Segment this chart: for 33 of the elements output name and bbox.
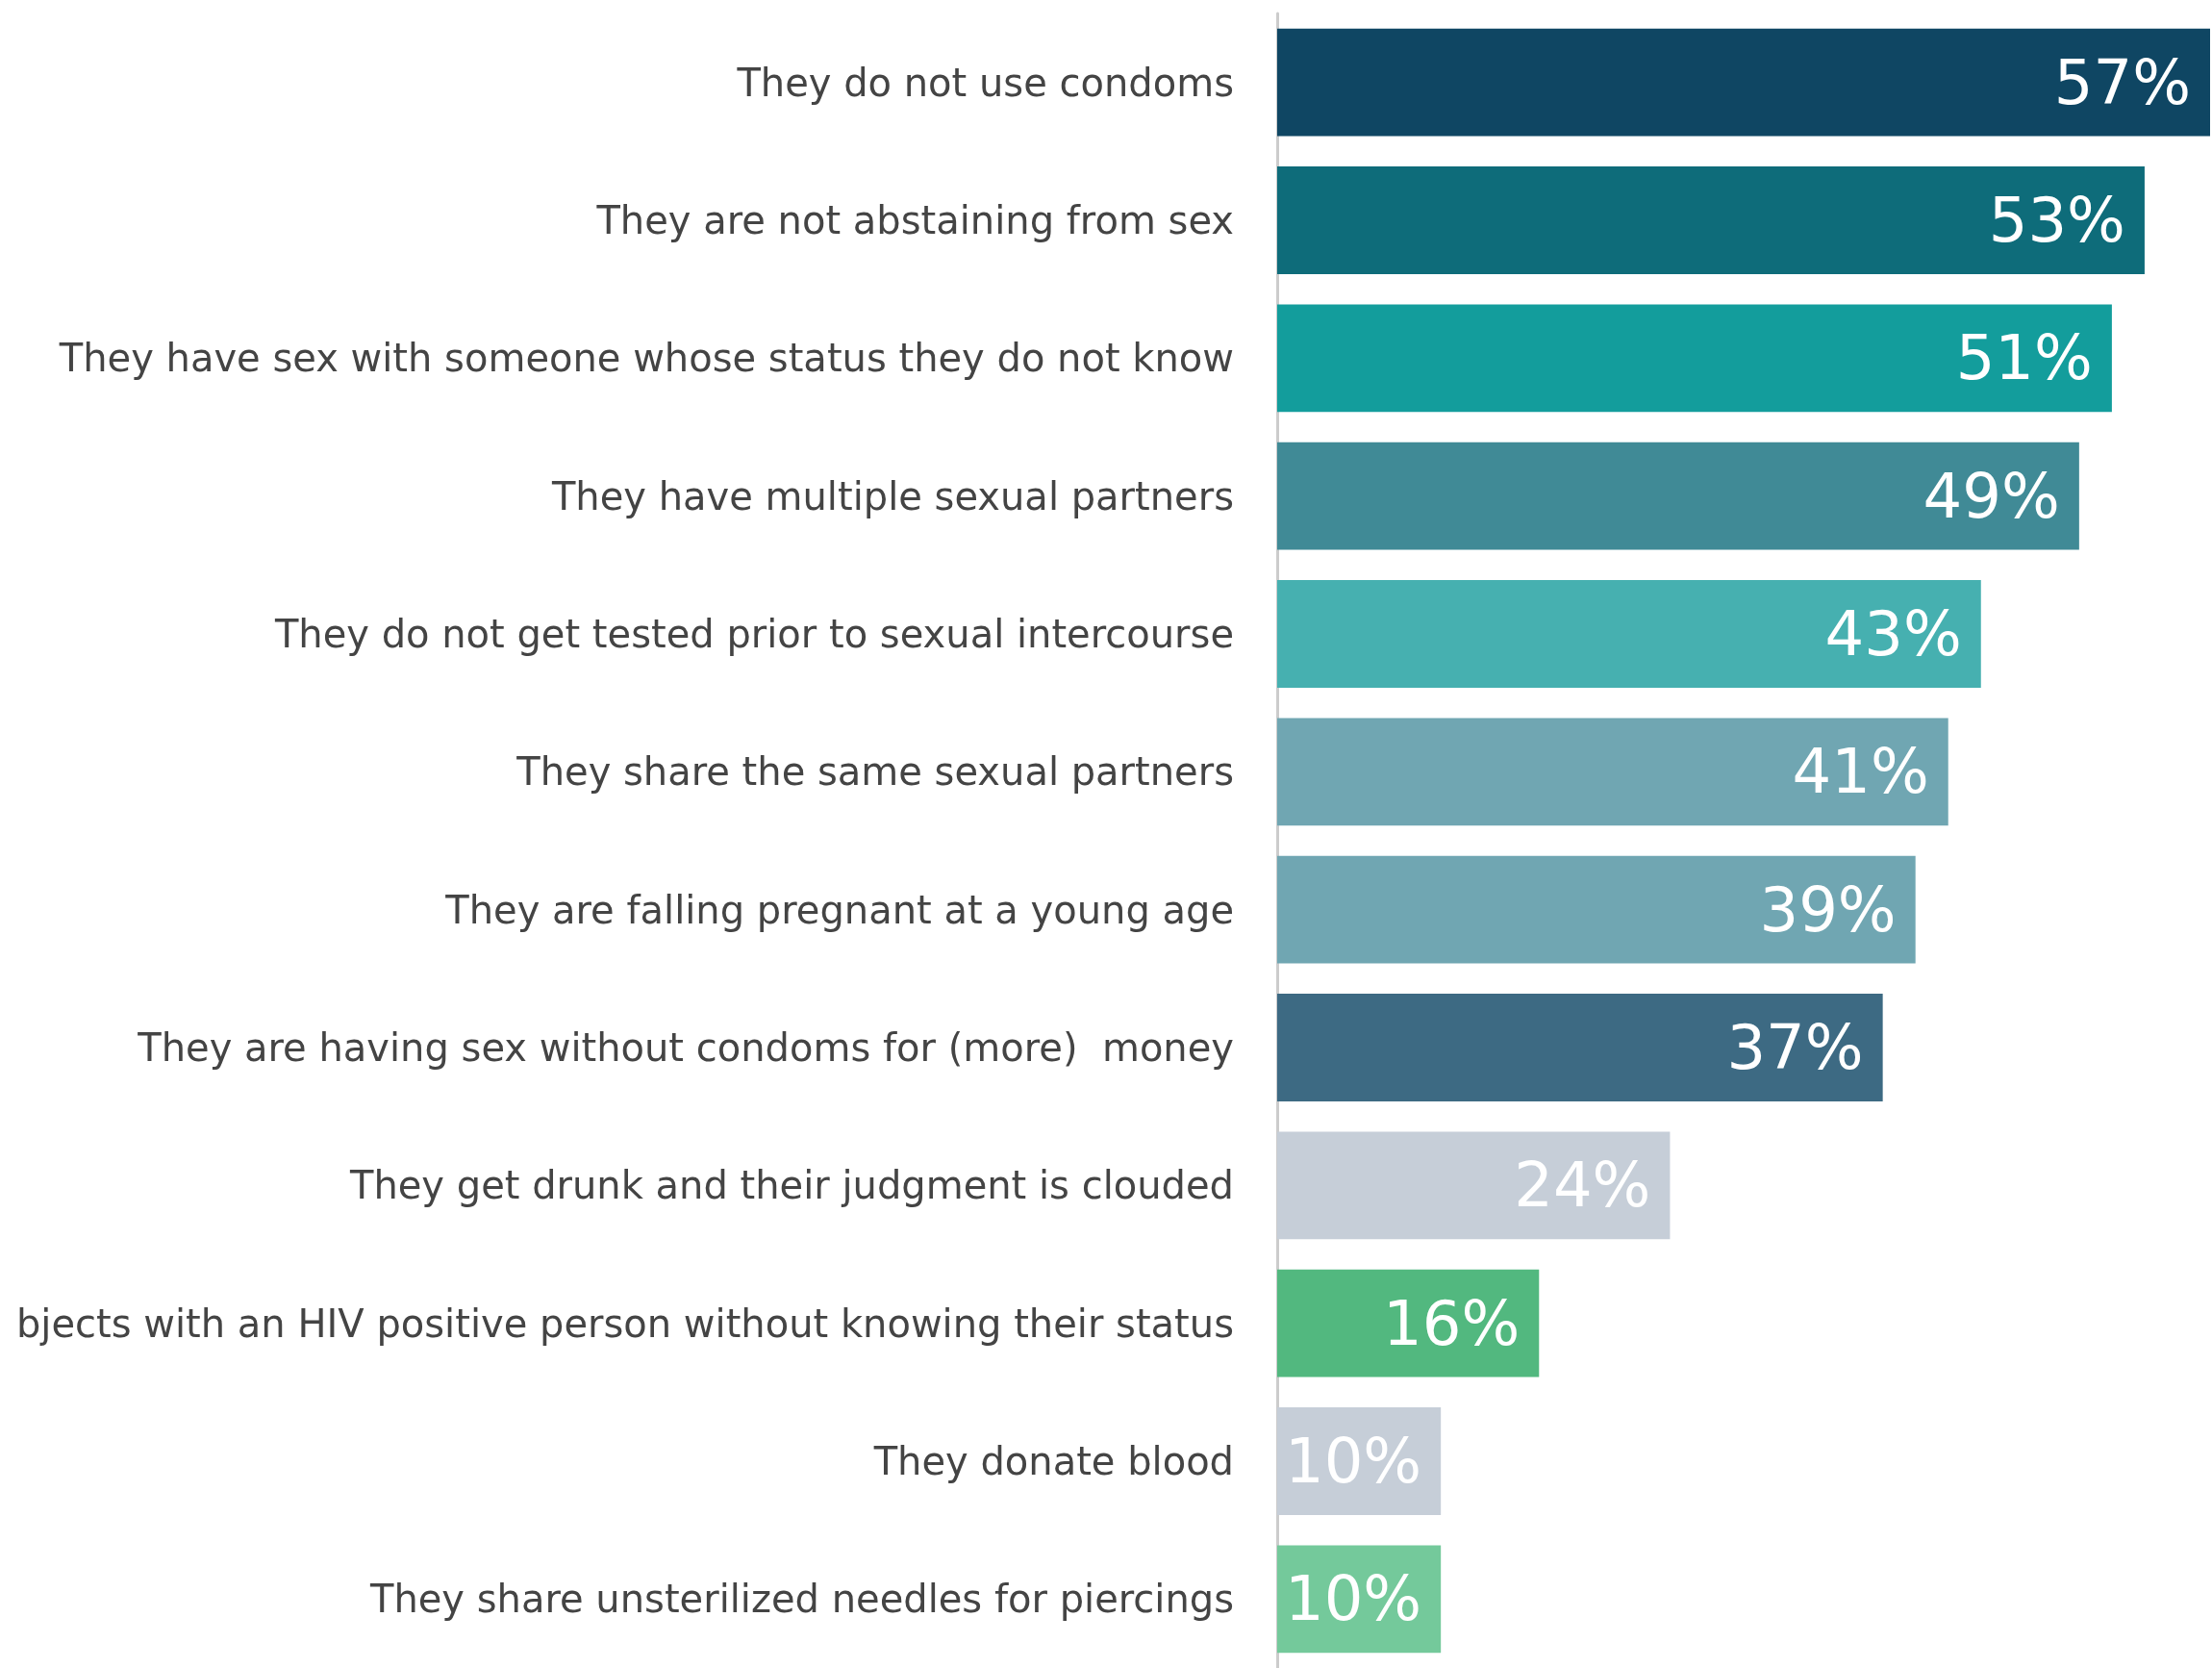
data-label: 24% — [1514, 1150, 1651, 1222]
y-tick-label: They have multiple sexual partners — [550, 473, 1234, 518]
data-label: 10% — [1284, 1563, 1422, 1635]
bar — [1277, 580, 1981, 688]
y-tick-label: They do not get tested prior to sexual intercourse — [273, 612, 1234, 656]
data-label: 43% — [1824, 598, 1962, 670]
data-label: 41% — [1792, 736, 1929, 808]
y-tick-label: They share unsterilized needles for piercings — [368, 1577, 1234, 1622]
data-label: 51% — [1955, 322, 2093, 394]
y-tick-label: They are not abstaining from sex — [595, 198, 1234, 242]
bar — [1277, 718, 1948, 826]
bar — [1277, 28, 2210, 137]
bar — [1277, 1269, 1540, 1377]
bar — [1277, 855, 1916, 964]
bar — [1277, 304, 2112, 413]
data-label: 10% — [1284, 1426, 1422, 1497]
data-label: 16% — [1383, 1287, 1521, 1359]
y-tick-label: They donate blood — [872, 1439, 1234, 1483]
data-label: 49% — [1923, 460, 2060, 532]
data-label: 39% — [1759, 873, 1897, 946]
y-tick-label: They have sex with someone whose status they do not know — [58, 336, 1234, 381]
y-tick-label: They are falling pregnant at a young age — [444, 887, 1234, 932]
bar — [1277, 994, 1883, 1101]
y-tick-label: They are having sex without condoms for (more) money — [137, 1025, 1234, 1070]
y-tick-label: They share the same sexual partners — [515, 749, 1234, 795]
data-label: 57% — [2053, 46, 2191, 118]
bar — [1277, 442, 2079, 550]
y-tick-label: They do not use condoms — [736, 60, 1234, 105]
data-label: 37% — [1726, 1012, 1864, 1083]
y-tick-label: bjects with an HIV positive person without knowing their status — [15, 1301, 1234, 1346]
y-tick-label: They get drunk and their judgment is clouded — [348, 1163, 1234, 1208]
bar — [1277, 166, 2145, 274]
data-label: 53% — [1988, 185, 2125, 256]
